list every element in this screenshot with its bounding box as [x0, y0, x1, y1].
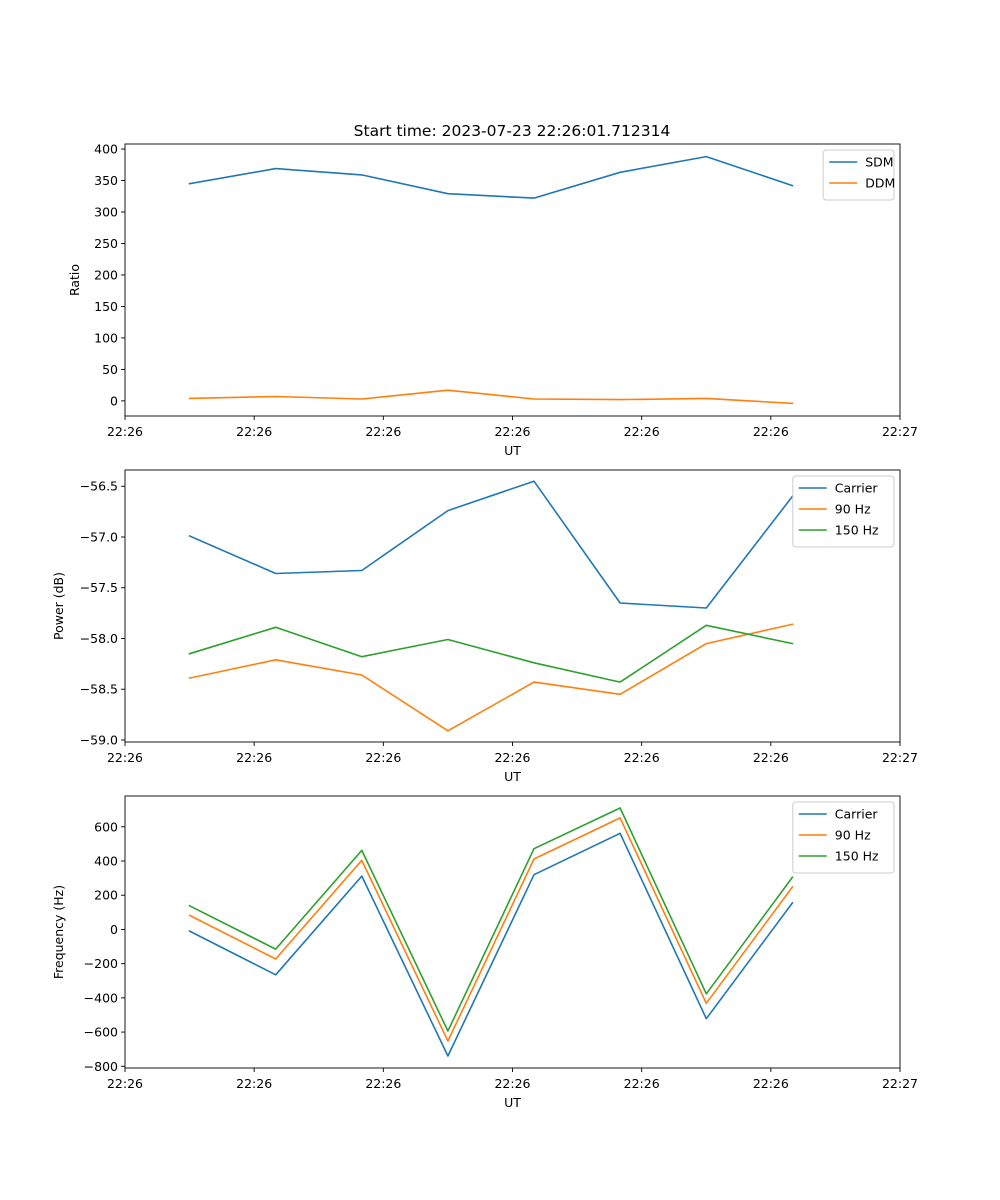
x-tick-label: 22:26	[494, 1076, 530, 1091]
series-line-carrier	[188, 480, 794, 609]
x-tick-label: 22:26	[365, 1076, 401, 1091]
y-tick-label: 150	[94, 299, 118, 314]
chart-frequency: −800 −600 −400 −200 0 200 400 600 22:26 22:26 22:2…	[51, 795, 918, 1110]
x-tick-label: 22:26	[624, 750, 660, 765]
y-tick-label: −58.0	[80, 631, 118, 646]
x-tick-label: 22:26	[494, 750, 530, 765]
x-axis-label: UT	[504, 769, 521, 784]
x-tick-label: 22:27	[882, 1076, 918, 1091]
y-axis-label: Ratio	[67, 264, 82, 296]
y-tick-label: 50	[102, 362, 118, 377]
y-tick-label: −600	[84, 1025, 118, 1040]
legend-label: SDM	[865, 155, 893, 170]
y-tick-label: −57.0	[80, 529, 118, 544]
y-tick-label: −200	[84, 956, 118, 971]
series-line-90-hz	[188, 623, 794, 732]
legend: SDM DDM	[822, 149, 895, 201]
y-tick-label: 300	[94, 205, 118, 220]
chart-panels: 0 50 100 150 200 250 300 350 400 22:26 22:26 22:26 2…	[51, 142, 918, 1110]
x-tick-label: 22:26	[624, 424, 660, 439]
y-tick-label: −58.5	[80, 682, 118, 697]
legend-label: 150 Hz	[835, 849, 879, 864]
y-tick-label: 600	[94, 819, 118, 834]
x-tick-label: 22:26	[753, 750, 789, 765]
y-tick-label: −400	[84, 990, 118, 1005]
x-axis-label: UT	[504, 443, 521, 458]
y-tick-label: 200	[94, 888, 118, 903]
series-line-150-hz	[188, 807, 794, 1032]
legend-label: DDM	[865, 176, 895, 191]
legend-label: Carrier	[835, 807, 879, 822]
chart-power: −59.0 −58.5 −58.0 −57.5 −57.0 −56.5 22:26 22:26…	[51, 469, 918, 784]
chart-ratio: 0 50 100 150 200 250 300 350 400 22:26 22:26 22:26 2…	[67, 142, 918, 458]
legend-label: 90 Hz	[835, 828, 871, 843]
series-line-carrier	[188, 832, 794, 1057]
x-tick-label: 22:27	[882, 424, 918, 439]
y-tick-label: 400	[94, 142, 118, 157]
x-tick-label: 22:26	[236, 424, 272, 439]
y-axis-label: Frequency (Hz)	[51, 885, 66, 979]
legend-label: 150 Hz	[835, 523, 879, 538]
x-tick-label: 22:26	[107, 1076, 143, 1091]
y-tick-label: −800	[84, 1059, 118, 1074]
y-tick-label: −59.0	[80, 732, 118, 747]
x-tick-label: 22:26	[365, 424, 401, 439]
figure-title: Start time: 2023-07-23 22:26:01.712314	[354, 122, 671, 140]
y-tick-label: 350	[94, 173, 118, 188]
series-line-150-hz	[188, 624, 794, 683]
series-line-sdm	[188, 155, 794, 199]
y-tick-label: 0	[110, 393, 118, 408]
y-tick-label: 250	[94, 236, 118, 251]
series-line-ddm	[188, 389, 794, 405]
x-tick-label: 22:26	[365, 750, 401, 765]
series-line-90-hz	[188, 817, 794, 1042]
x-tick-label: 22:26	[494, 424, 530, 439]
x-tick-label: 22:26	[236, 1076, 272, 1091]
y-tick-label: 400	[94, 854, 118, 869]
y-tick-label: 0	[110, 922, 118, 937]
y-tick-label: −56.5	[80, 479, 118, 494]
y-tick-label: 200	[94, 267, 118, 282]
x-axis-label: UT	[504, 1095, 521, 1110]
x-tick-label: 22:26	[753, 424, 789, 439]
x-tick-label: 22:26	[236, 750, 272, 765]
legend: Carrier 90 Hz 150 Hz	[792, 475, 895, 548]
legend-label: Carrier	[835, 481, 879, 496]
x-tick-label: 22:26	[624, 1076, 660, 1091]
x-tick-label: 22:26	[753, 1076, 789, 1091]
x-tick-label: 22:26	[107, 750, 143, 765]
x-tick-label: 22:26	[107, 424, 143, 439]
y-tick-label: 100	[94, 330, 118, 345]
legend: Carrier 90 Hz 150 Hz	[792, 801, 895, 874]
y-axis-label: Power (dB)	[51, 572, 66, 640]
y-tick-label: −57.5	[80, 580, 118, 595]
legend-label: 90 Hz	[835, 502, 871, 517]
x-tick-label: 22:27	[882, 750, 918, 765]
